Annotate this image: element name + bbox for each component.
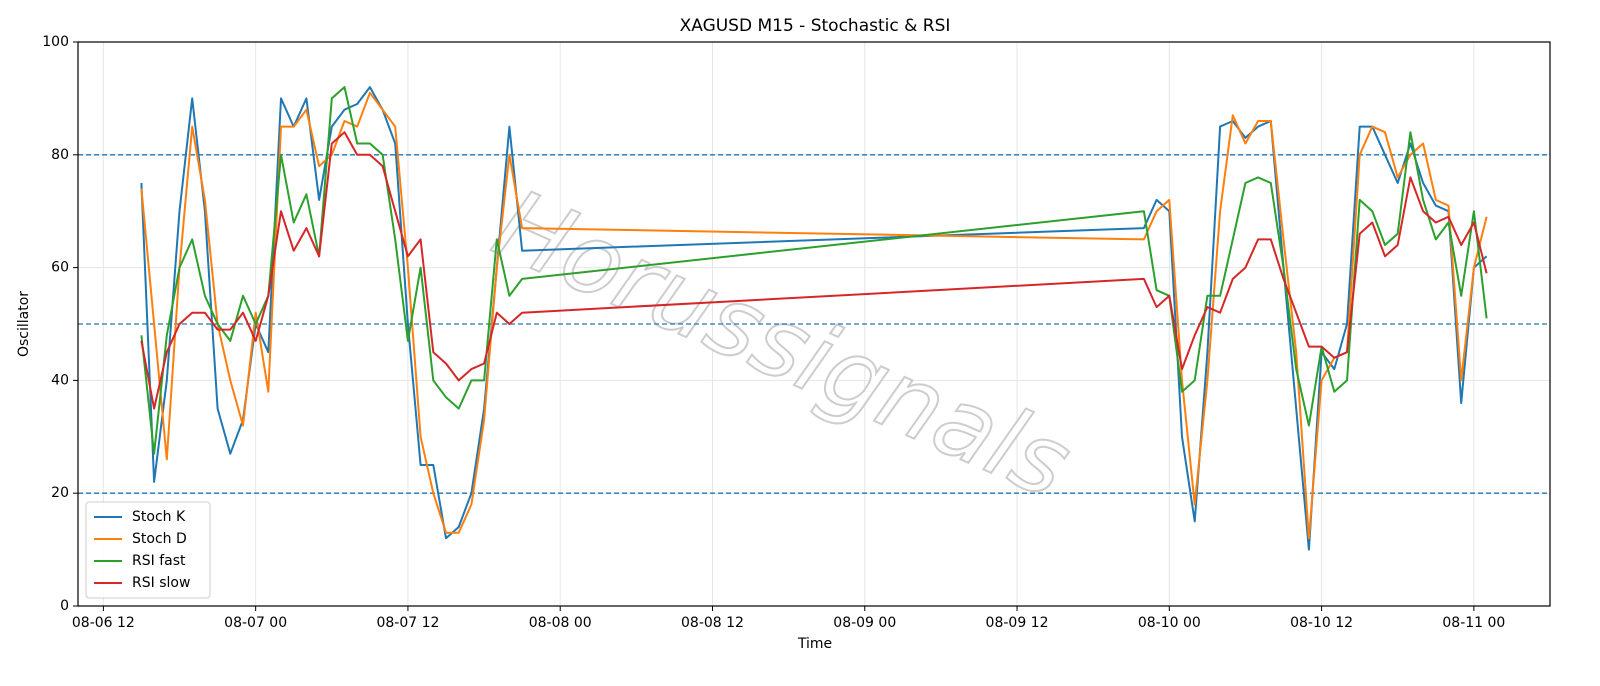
chart-title: XAGUSD M15 - Stochastic & RSI — [680, 16, 951, 36]
x-tick-label: 08-09 00 — [833, 615, 896, 631]
legend-label: Stoch D — [132, 531, 187, 547]
y-axis-label: Oscillator — [16, 291, 32, 357]
series-line — [140, 86, 1488, 455]
y-tick-label: 60 — [51, 260, 69, 276]
y-tick-label: 0 — [60, 598, 69, 614]
series-line — [140, 86, 1488, 551]
x-axis-label: Time — [797, 636, 832, 652]
series-line — [140, 91, 1488, 540]
plot-frame — [77, 41, 1551, 607]
x-tick-label: 08-07 00 — [224, 615, 287, 631]
y-tick-label: 40 — [51, 372, 69, 388]
x-tick-label: 08-08 12 — [681, 615, 744, 631]
y-tick-label: 20 — [51, 485, 69, 501]
x-tick-label: 08-10 00 — [1138, 615, 1201, 631]
y-tick-label: 100 — [42, 34, 69, 50]
x-tick-label: 08-09 12 — [986, 615, 1049, 631]
legend-label: RSI fast — [132, 553, 186, 569]
x-tick-label: 08-10 12 — [1290, 615, 1353, 631]
watermark: Horussignals — [479, 168, 1087, 521]
x-tick-label: 08-06 12 — [72, 615, 135, 631]
legend-label: Stoch K — [132, 509, 186, 525]
x-tick-label: 08-08 00 — [529, 615, 592, 631]
x-tick-label: 08-11 00 — [1442, 615, 1505, 631]
legend-label: RSI slow — [132, 575, 190, 591]
y-tick-label: 80 — [51, 147, 69, 163]
series-line — [140, 131, 1488, 410]
legend-box — [85, 501, 211, 599]
x-tick-label: 08-07 12 — [376, 615, 439, 631]
